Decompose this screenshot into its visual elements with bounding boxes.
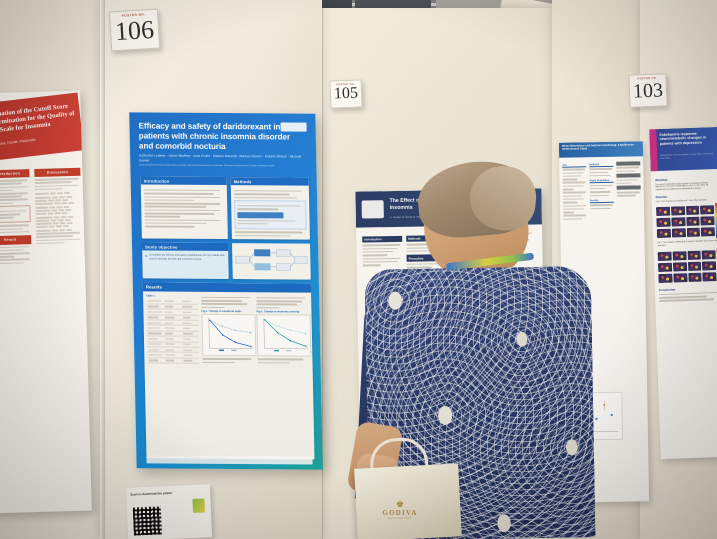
- poster-106-section-study-design: [231, 243, 311, 280]
- poster-105-column-1: Introduction: [362, 233, 403, 268]
- poster-103-body: Abstract: The use of anaesthetic-based a…: [655, 173, 717, 304]
- section-heading: Study Population: [589, 178, 614, 184]
- qr-code-icon[interactable]: [132, 506, 162, 536]
- poster-106-title: Efficacy and safety of daridorexant in p…: [138, 121, 291, 152]
- results-column-chart-1: Fig 1. Change in nocturnal voids: [201, 295, 257, 365]
- poster-left-red[interactable]: Evaluation of the Cutoff Score Determina…: [0, 90, 92, 514]
- poster-104-callout: [616, 185, 641, 191]
- section-heading: Methods: [589, 162, 614, 167]
- chart-1-caption: Fig 1. Change in nocturnal voids: [201, 309, 242, 314]
- section-body: [141, 185, 228, 233]
- chart-2-caption: Fig 2. Change in insomnia severity: [256, 310, 300, 314]
- tote-bag-logo: ♚ GODIVA BELGIUM 1926: [374, 499, 426, 521]
- poster-number-plate-106: POSTER NO. 106: [108, 8, 161, 52]
- section-heading: Aim: [562, 162, 587, 168]
- tote-bag-brand: GODIVA: [382, 509, 418, 517]
- poster-left-section-heading: Discussion: [34, 167, 81, 178]
- poster-106-section-introduction: Introduction: [140, 176, 228, 240]
- board-edge: [100, 0, 105, 539]
- poster-left-data-table: [34, 192, 82, 232]
- poster-103[interactable]: Esketamine response: neurometabolic chan…: [649, 126, 717, 460]
- poster-left-column-1: Introduction Result: [0, 166, 32, 266]
- poster-qr-card[interactable]: Scan to download the poster: [125, 484, 213, 539]
- poster-left-section-heading: Introduction: [0, 169, 30, 179]
- section-heading: Introduction: [362, 235, 403, 243]
- figure-2-caption: Fig 2. The changes of fMRI BOLD signal a…: [657, 240, 717, 248]
- poster-104-column-3: [616, 159, 641, 198]
- objective-text: To evaluate the efficacy and safety of d…: [145, 254, 225, 262]
- poster-106-section-results: Results Table 1: [142, 282, 315, 460]
- institution-logo-icon: [361, 200, 384, 219]
- results-columns: Table 1: [143, 291, 313, 368]
- plate-number: 105: [333, 84, 359, 103]
- qr-card-text: Scan to download the poster: [130, 490, 173, 497]
- poster-104-title-band: Sleep Disturbance and Daytime Functionin…: [558, 141, 644, 158]
- results-column-table: Table 1: [146, 294, 200, 364]
- line-chart-insomnia-severity: [256, 314, 312, 358]
- poster-106-footer-disclosure: [146, 455, 313, 465]
- poster-106-authors: Katharina Lederer · Sylvie Shuffrey · Jo…: [139, 153, 302, 163]
- study-flow-diagram: [232, 243, 311, 280]
- plate-number: 106: [114, 14, 155, 47]
- poster-104-callout: [616, 173, 641, 178]
- section-body: To evaluate the efficacy and safety of d…: [142, 251, 228, 265]
- poster-106[interactable]: Efficacy and safety of daridorexant in p…: [129, 112, 323, 470]
- poster-103-title: Esketamine response: neurometabolic chan…: [659, 131, 707, 146]
- figure-2-image: [657, 248, 717, 285]
- poster-left-column-2: Discussion: [34, 165, 82, 246]
- results-column-chart-2: Fig 2. Change in insomnia severity: [256, 295, 312, 365]
- tote-bag-subtitle: BELGIUM 1926: [388, 517, 412, 520]
- conference-app-badge-icon: [192, 498, 206, 513]
- section-heading: Results: [589, 198, 614, 203]
- figure-1-image: [655, 203, 717, 240]
- poster-103-accent-bar: [649, 129, 658, 172]
- poster-104-column-1: Aim: [562, 160, 587, 221]
- poster-106-section-methods: Methods: [230, 177, 310, 240]
- crown-icon: ♚: [395, 499, 405, 509]
- poster-left-section-heading: Result: [0, 235, 32, 245]
- poster-104-title: Sleep Disturbance and Daytime Functionin…: [561, 143, 635, 151]
- poster-number-plate-105: POSTER NO. 105: [329, 79, 363, 109]
- poster-104-callout: [616, 160, 641, 166]
- poster-left-authors: Nakamura, Kanae, Watanabe: [0, 137, 37, 148]
- plate-number: 103: [632, 79, 664, 103]
- poster-106-affiliations: Advanced Sleep Research GmbH, Berlin, Ge…: [139, 164, 275, 168]
- poster-number-plate-103: POSTER NO. 103: [628, 73, 668, 108]
- results-table-caption: Table 1: [146, 294, 155, 298]
- line-chart-nocturnal-voids: [201, 314, 257, 357]
- poster-103-abstract-text: The use of anaesthetic-based agents for …: [655, 181, 709, 192]
- section-heading: Conclusion:: [658, 287, 677, 293]
- poster-left-title-band: Evaluation of the Cutoff Score Determina…: [0, 92, 85, 162]
- results-table: [146, 298, 200, 364]
- poster-left-title: Evaluation of the Cutoff Score Determina…: [0, 102, 75, 135]
- poster-104-column-2: Methods Study Population Results: [589, 160, 614, 211]
- poster-left-callout: [0, 205, 31, 224]
- section-body: [231, 185, 310, 239]
- poster-106-section-objective: Study objective To evaluate the efficacy…: [141, 242, 229, 280]
